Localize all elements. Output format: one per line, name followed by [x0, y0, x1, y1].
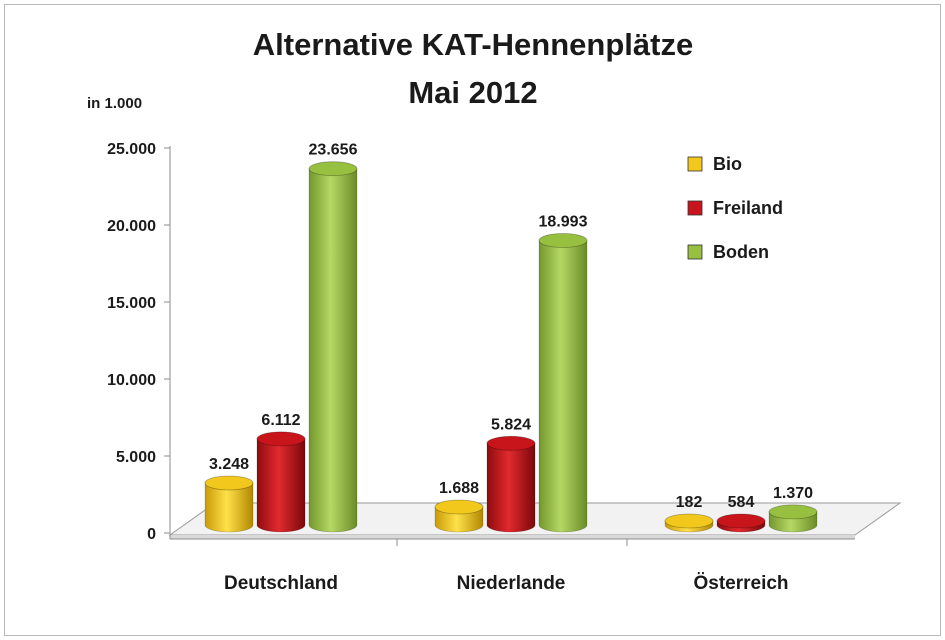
- bar-bio-niederlande: [434, 499, 484, 533]
- bar-freiland-deutschland: [256, 431, 306, 533]
- bar-body: [538, 240, 588, 533]
- category-label: Deutschland: [224, 573, 338, 594]
- bar-top: [664, 513, 714, 529]
- y-tick-label: 15.000: [107, 295, 156, 312]
- bar-body: [308, 168, 358, 533]
- y-tick-label: 10.000: [107, 372, 156, 389]
- y-axis: 0 5.000 10.000 15.000 20.000 25.000: [107, 141, 628, 546]
- y-axis-unit-label: in 1.000: [87, 95, 142, 112]
- chart-frame: Alternative KAT-Hennenplätze Mai 2012 in…: [4, 4, 941, 636]
- y-tick-label: 25.000: [107, 141, 156, 158]
- data-label: 23.656: [309, 142, 358, 159]
- data-label: 3.248: [209, 456, 249, 473]
- data-label: 1.688: [439, 480, 479, 497]
- chart-subtitle: Mai 2012: [408, 75, 537, 110]
- bar-top: [204, 475, 254, 491]
- bar-body: [486, 443, 536, 533]
- data-label: 584: [728, 494, 755, 511]
- legend-swatch: [687, 156, 703, 172]
- legend-item-boden: Boden: [687, 242, 769, 262]
- category-label: Österreich: [693, 573, 788, 594]
- bar-freiland--sterreich: [716, 513, 766, 533]
- legend-swatch: [687, 244, 703, 260]
- bar-body: [434, 506, 484, 533]
- bar-body: [204, 482, 254, 533]
- bar-top: [256, 431, 306, 447]
- legend-item-freiland: Freiland: [687, 198, 783, 218]
- floor-edge: [170, 535, 855, 539]
- bar-freiland-niederlande: [486, 435, 536, 533]
- legend: Bio Freiland Boden: [687, 154, 783, 262]
- legend-label: Freiland: [713, 198, 783, 218]
- y-tick-label: 0: [147, 526, 156, 543]
- category-labels: Deutschland Niederlande Österreich: [224, 573, 789, 594]
- bar-bio-deutschland: [204, 475, 254, 533]
- data-label: 5.824: [491, 416, 531, 433]
- bar-chart: Alternative KAT-Hennenplätze Mai 2012 in…: [87, 27, 902, 594]
- bar-boden-niederlande: [538, 233, 588, 533]
- chart-title: Alternative KAT-Hennenplätze: [253, 27, 693, 62]
- bar-top: [434, 499, 484, 515]
- bar-boden-deutschland: [308, 161, 358, 533]
- data-labels: 3.248 6.112 23.656 1.688 5.824 18.993 182 584 1.…: [209, 142, 813, 511]
- data-label: 1.370: [773, 485, 813, 502]
- y-tick-label: 5.000: [116, 449, 156, 466]
- bar-top: [768, 504, 818, 520]
- y-tick-label: 20.000: [107, 218, 156, 235]
- data-label: 6.112: [261, 412, 300, 429]
- bar-bio--sterreich: [664, 513, 714, 533]
- legend-label: Bio: [713, 154, 742, 174]
- bar-boden--sterreich: [768, 504, 818, 533]
- data-label: 18.993: [539, 214, 588, 231]
- legend-swatch: [687, 200, 703, 216]
- bar-top: [308, 161, 358, 177]
- bar-body: [256, 438, 306, 533]
- bar-top: [486, 435, 536, 451]
- legend-label: Boden: [713, 242, 769, 262]
- data-label: 182: [676, 494, 703, 511]
- bars: [204, 161, 818, 533]
- legend-item-bio: Bio: [687, 154, 742, 174]
- bar-top: [716, 513, 766, 529]
- bar-top: [538, 233, 588, 248]
- category-label: Niederlande: [457, 573, 566, 594]
